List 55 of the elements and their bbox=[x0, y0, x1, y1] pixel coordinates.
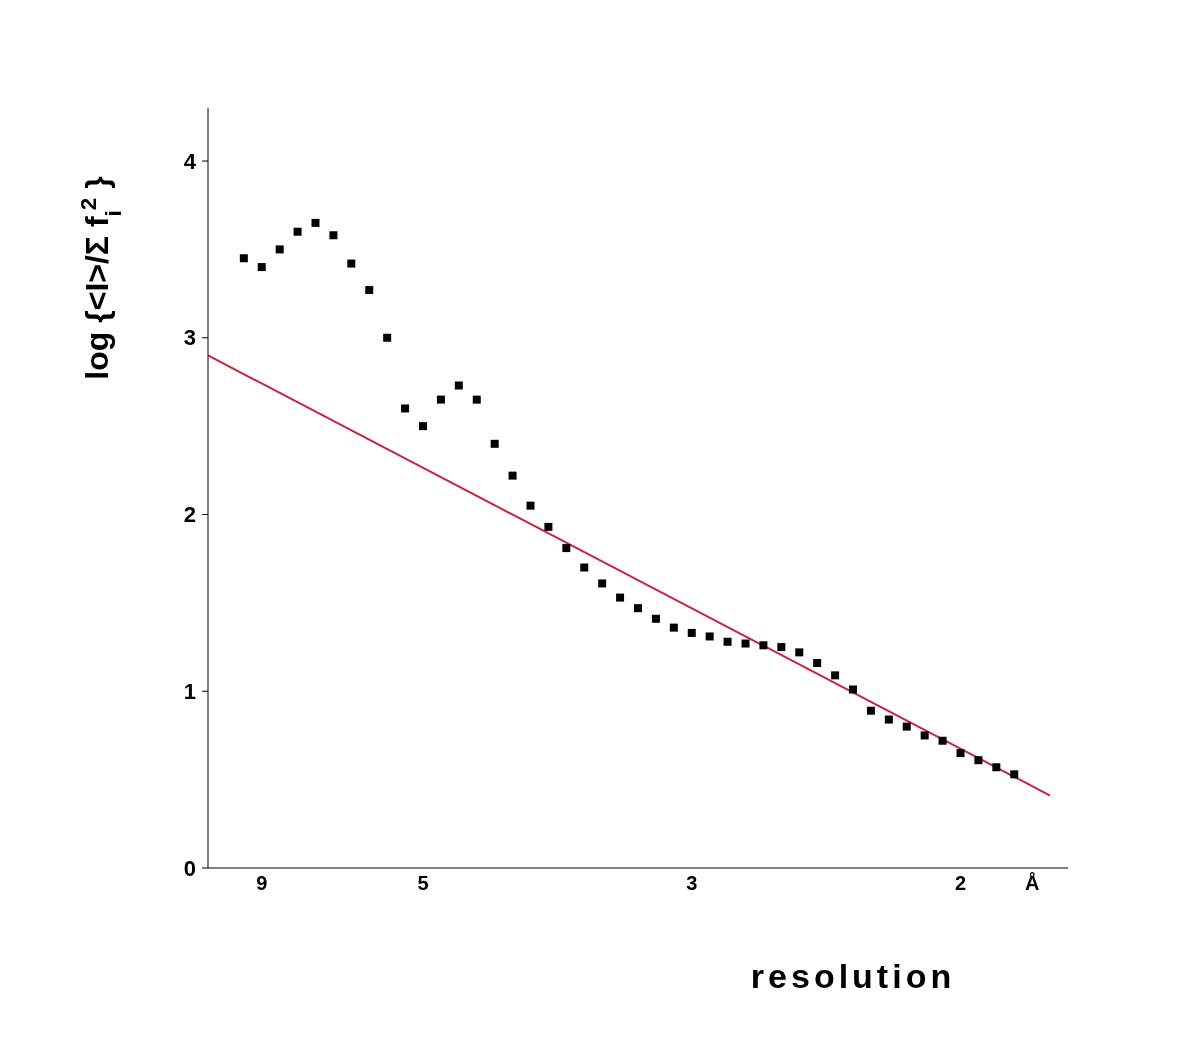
point bbox=[651, 614, 660, 623]
x-tick-label: 3 bbox=[686, 872, 698, 895]
point bbox=[777, 643, 786, 652]
point bbox=[849, 685, 857, 694]
point bbox=[526, 501, 535, 510]
point bbox=[419, 422, 427, 431]
point bbox=[544, 522, 553, 531]
y-tick-label: 3 bbox=[183, 325, 196, 351]
point bbox=[293, 227, 302, 236]
point bbox=[472, 395, 481, 404]
point bbox=[795, 648, 804, 657]
point bbox=[365, 286, 374, 295]
point bbox=[831, 671, 840, 680]
x-axis-title: resolution bbox=[750, 957, 956, 995]
point bbox=[401, 404, 410, 413]
point bbox=[454, 381, 463, 390]
point bbox=[598, 579, 607, 588]
point bbox=[1010, 770, 1019, 779]
y-tick-label: 4 bbox=[183, 148, 197, 174]
point bbox=[759, 641, 768, 650]
y-tick-label: 0 bbox=[183, 855, 196, 881]
point bbox=[866, 706, 875, 715]
point bbox=[705, 632, 714, 641]
point bbox=[634, 604, 642, 613]
point bbox=[616, 593, 625, 602]
point bbox=[275, 245, 284, 254]
point bbox=[257, 263, 266, 272]
point bbox=[508, 471, 517, 480]
point bbox=[490, 439, 499, 448]
point bbox=[741, 639, 750, 648]
point bbox=[920, 731, 929, 740]
x-tick-label: 5 bbox=[417, 872, 429, 895]
point bbox=[311, 218, 320, 227]
point bbox=[884, 715, 893, 724]
point bbox=[436, 395, 445, 404]
point bbox=[974, 756, 983, 765]
y-tick-label: 2 bbox=[183, 502, 196, 528]
x-tick-label: Å bbox=[1024, 871, 1040, 895]
point bbox=[902, 722, 911, 731]
point bbox=[992, 763, 1001, 772]
point bbox=[813, 658, 822, 667]
point bbox=[723, 637, 732, 646]
point bbox=[347, 259, 356, 268]
point bbox=[938, 736, 947, 745]
x-tick-label: 9 bbox=[256, 872, 268, 895]
point bbox=[562, 544, 571, 553]
point bbox=[956, 749, 965, 758]
point bbox=[329, 231, 338, 240]
point bbox=[669, 623, 678, 632]
point bbox=[383, 333, 392, 342]
x-tick-label: 2 bbox=[954, 872, 967, 895]
point bbox=[580, 563, 589, 572]
point bbox=[687, 628, 696, 637]
point bbox=[239, 254, 248, 263]
y-tick-label: 1 bbox=[183, 678, 196, 704]
